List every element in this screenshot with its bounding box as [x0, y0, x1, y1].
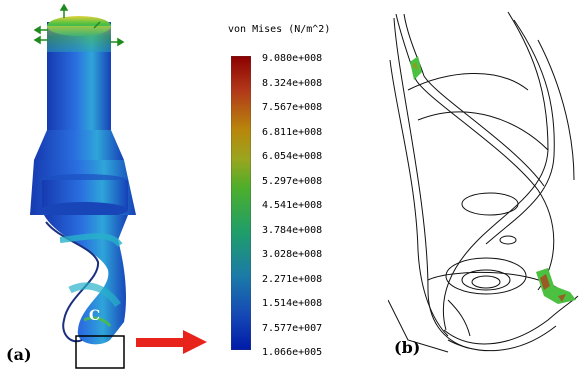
legend-tick-label: 9.080e+008 [262, 53, 323, 64]
legend-tick-label: 8.324e+008 [262, 77, 323, 89]
panel-label-b: (b) [394, 338, 421, 357]
callout-box [75, 335, 125, 369]
legend-tick-label: 7.567e+008 [262, 102, 323, 113]
legend-colorbar [231, 56, 251, 350]
stress-hotspot-upper [410, 56, 422, 80]
legend-tick-label: 3.784e+008 [262, 224, 323, 236]
legend-tick-label: 1.514e+008 [262, 298, 323, 309]
legend-tick-label: 2.271e+008 [262, 273, 323, 285]
callout-label-c: C [89, 308, 101, 324]
panel-label-a: (a) [6, 345, 32, 364]
legend-tick-label: 4.541e+008 [262, 200, 323, 211]
legend-tick-label: 5.297e+008 [262, 175, 323, 187]
arrow-right-icon [136, 330, 207, 354]
legend-tick-label: 7.577e+007 [262, 322, 323, 334]
legend-tick-label: 3.028e+008 [262, 249, 323, 260]
legend-tick-label: 6.811e+008 [262, 126, 323, 138]
panel-b-wireframe-detail [387, 0, 584, 369]
legend-title: von Mises (N/m^2) [228, 24, 331, 35]
legend-tick-label: 6.054e+008 [262, 151, 323, 162]
panel-a-fea-model: C [0, 0, 210, 369]
wireframe-render [387, 11, 579, 353]
legend-tick-label: 1.066e+005 [262, 347, 323, 358]
stress-hotspot-lower [536, 268, 576, 304]
stress-legend: von Mises (N/m^2) 9.080e+008 8.324e+008 7.… [224, 24, 374, 358]
end-mill-render [30, 3, 207, 369]
